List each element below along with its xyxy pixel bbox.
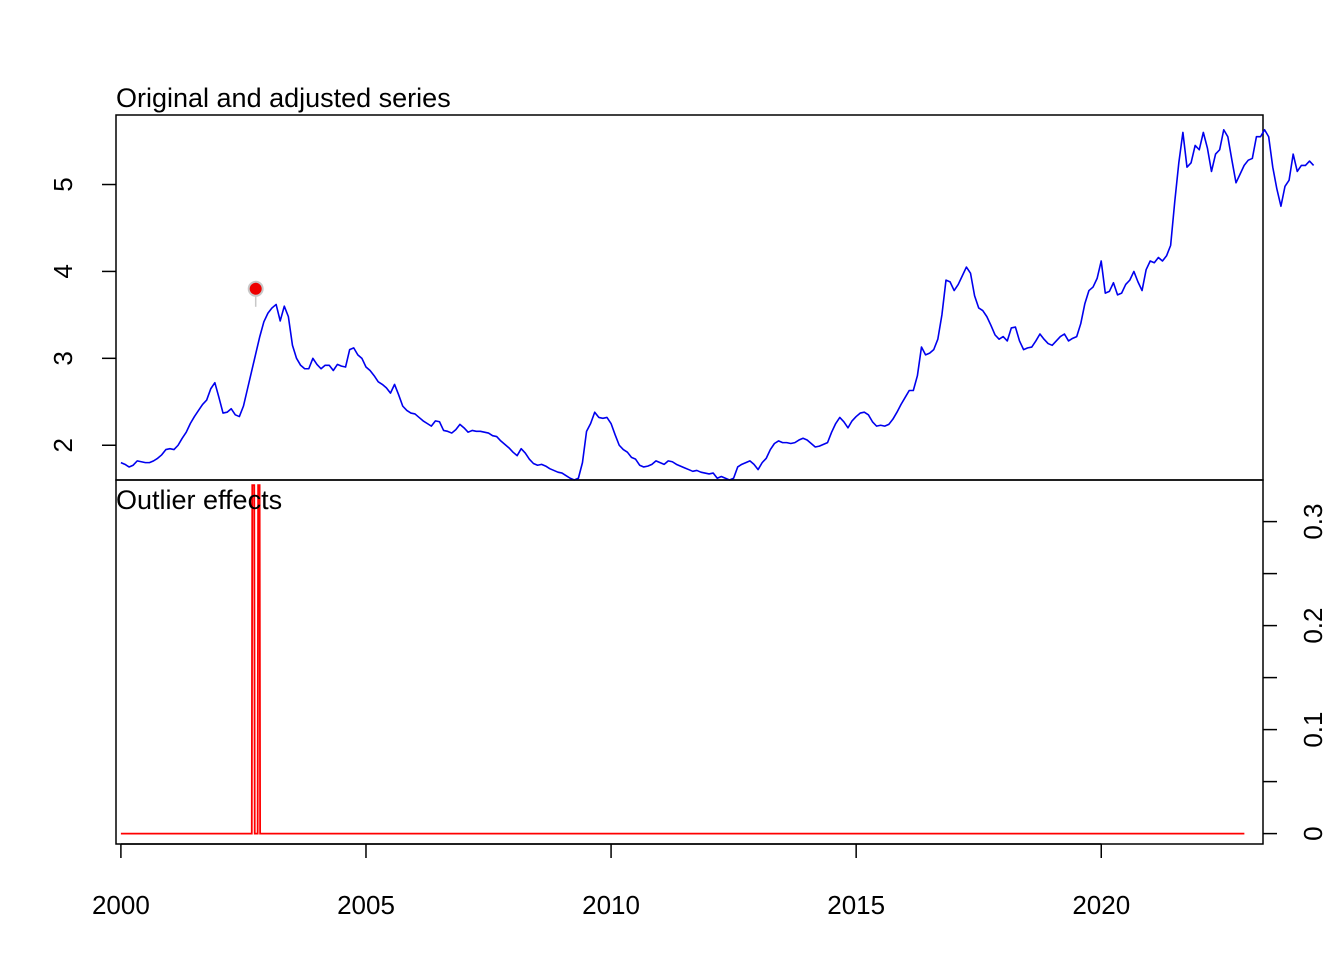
y-tick-label-bottom: 0.3 — [1298, 504, 1328, 540]
x-tick-label: 2010 — [582, 890, 640, 920]
top-panel-title: Original and adjusted series — [116, 83, 451, 113]
y-tick-label-top: 5 — [48, 177, 78, 191]
series-line-outlier-effects — [120, 484, 1245, 835]
bottom-series-group — [120, 484, 1245, 835]
x-tick-label: 2015 — [827, 890, 885, 920]
y-tick-label-bottom: 0 — [1298, 826, 1328, 840]
bottom-panel-title: Outlier effects — [116, 485, 282, 515]
bottom-panel-frame — [115, 479, 1264, 845]
top-y-axis: 2 3 4 5 — [48, 177, 116, 452]
top-outlier-markers — [247, 280, 264, 307]
series-line-original — [120, 128, 1315, 481]
y-tick-label-bottom: 0.2 — [1298, 608, 1328, 644]
top-panel: Original and adjusted series 2 3 4 5 — [48, 83, 1315, 481]
y-tick-label-top: 3 — [48, 351, 78, 365]
y-tick-label-bottom: 0.1 — [1298, 712, 1328, 748]
top-series-group — [120, 128, 1315, 481]
bottom-y-axis: 0 0.1 0.2 0.3 — [1263, 504, 1328, 841]
top-panel-frame — [115, 114, 1264, 481]
x-tick-label: 2020 — [1072, 890, 1130, 920]
x-axis: 2000 2005 2010 2015 2020 — [92, 843, 1130, 920]
y-tick-label-top: 2 — [48, 438, 78, 452]
outlier-marker — [247, 280, 264, 297]
bottom-panel: 0 0.1 0.2 0.3 2000 2005 2010 2015 2020 Outlier … — [92, 479, 1328, 920]
y-tick-label-top: 4 — [48, 264, 78, 278]
x-tick-label: 2005 — [337, 890, 395, 920]
x-tick-label: 2000 — [92, 890, 150, 920]
